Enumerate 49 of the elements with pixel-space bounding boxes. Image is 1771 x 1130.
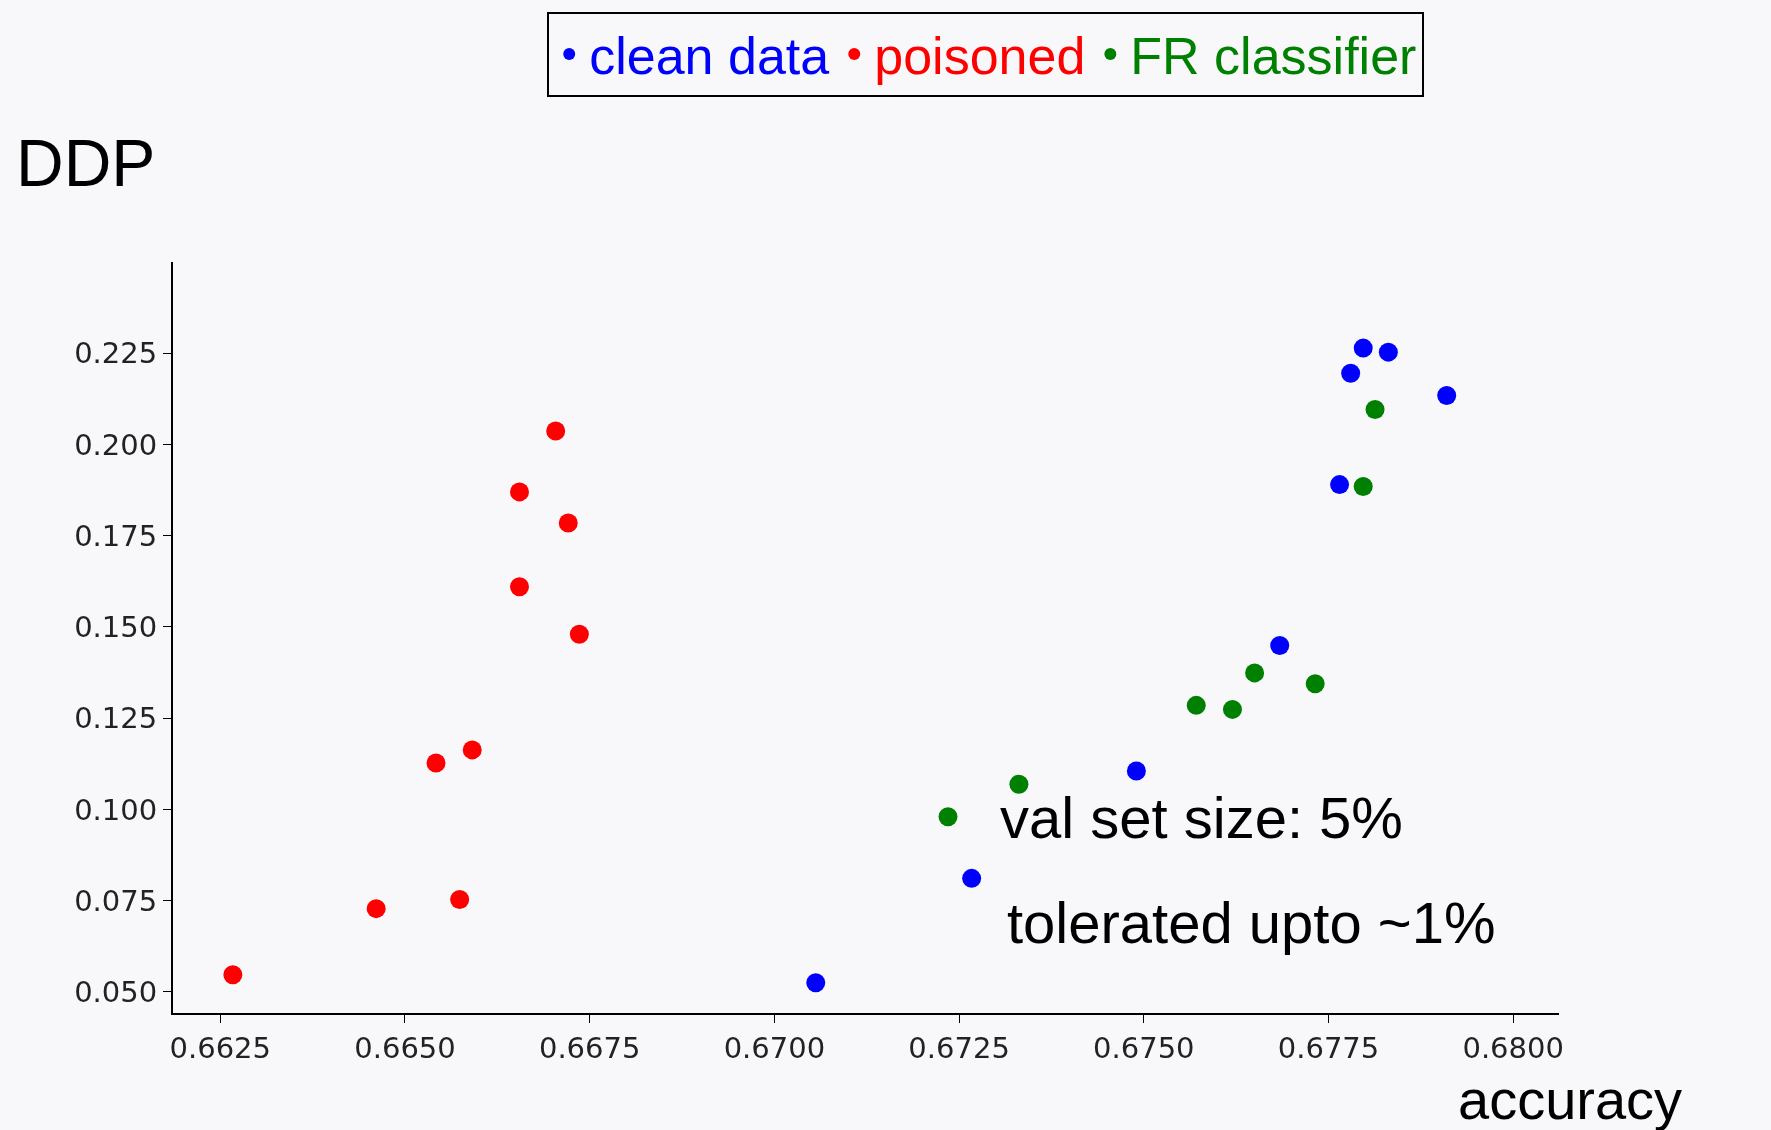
point: [1353, 476, 1373, 496]
y-tick-label: 0.075: [74, 883, 158, 918]
y-tick-label: 0.100: [74, 792, 158, 827]
x-tick-label: 0.6725: [908, 1030, 1010, 1065]
point: [1305, 674, 1325, 694]
x-tick-label: 0.6625: [169, 1030, 272, 1065]
legend-label: clean data: [589, 27, 830, 86]
legend-label: poisoned: [874, 27, 1086, 86]
point: [366, 899, 386, 919]
point: [426, 753, 446, 773]
y-tick-label: 0.150: [74, 610, 158, 645]
y-axis-title: DDP: [16, 126, 156, 200]
point: [806, 973, 826, 993]
y-tick-label: 0.175: [74, 518, 158, 553]
point: [1341, 363, 1361, 383]
point: [1330, 475, 1350, 495]
x-tick-label: 0.6650: [354, 1030, 456, 1065]
x-tick-label: 0.6800: [1462, 1030, 1564, 1065]
y-tick-label: 0.050: [74, 974, 158, 1009]
point: [962, 868, 982, 888]
point: [223, 965, 243, 985]
x-tick-label: 0.6700: [723, 1030, 826, 1065]
y-tick-label: 0.200: [74, 427, 158, 462]
point: [569, 624, 589, 644]
point: [450, 890, 470, 909]
point: [1378, 342, 1398, 362]
x-tick-label: 0.6675: [538, 1030, 641, 1065]
annotation: val set size: 5%: [1000, 785, 1403, 850]
x-tick-label: 0.6750: [1093, 1030, 1195, 1065]
point: [1009, 774, 1029, 794]
point: [510, 482, 529, 502]
point: [1126, 761, 1146, 781]
point: [1222, 699, 1242, 719]
point: [1353, 338, 1373, 358]
point: [938, 807, 958, 827]
point: [1270, 636, 1290, 656]
point: [510, 577, 529, 597]
y-tick-label: 0.225: [74, 336, 158, 371]
point: [1365, 399, 1385, 419]
x-tick-label: 0.6775: [1277, 1030, 1380, 1065]
point: [1437, 386, 1457, 406]
annotation: tolerated upto ~1%: [1007, 890, 1496, 955]
point: [558, 513, 578, 533]
y-tick-label: 0.125: [74, 701, 158, 736]
point: [546, 421, 566, 441]
point: [1245, 663, 1265, 683]
point: [1186, 695, 1206, 715]
legend-label: FR classifier: [1130, 27, 1417, 86]
point: [462, 740, 482, 760]
